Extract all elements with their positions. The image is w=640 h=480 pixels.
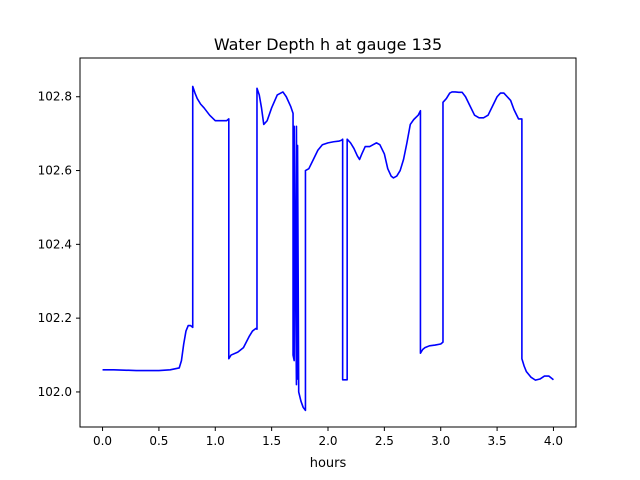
x-tick-label: 3.0 xyxy=(431,434,450,448)
x-tick-label: 2.5 xyxy=(375,434,394,448)
plot-frame xyxy=(79,57,577,428)
y-tick-label: 102.8 xyxy=(38,90,72,104)
x-tick-label: 4.0 xyxy=(544,434,563,448)
y-tick-label: 102.4 xyxy=(38,237,72,251)
chart-title: Water Depth h at gauge 135 xyxy=(214,35,442,54)
x-tick-label: 1.0 xyxy=(206,434,225,448)
x-tick-label: 1.5 xyxy=(262,434,281,448)
y-axis: 102.0 102.2 102.4 102.6 102.8 xyxy=(38,90,80,399)
y-tick-label: 102.0 xyxy=(38,385,72,399)
x-tick-label: 0.5 xyxy=(149,434,168,448)
x-tick-label: 3.5 xyxy=(488,434,507,448)
x-tick-label: 0.0 xyxy=(93,434,112,448)
plot-area xyxy=(102,85,554,412)
y-tick-label: 102.6 xyxy=(38,164,72,178)
x-axis-label: hours xyxy=(310,456,347,471)
y-tick-label: 102.2 xyxy=(38,311,72,325)
series-line-0 xyxy=(102,85,554,412)
x-tick-label: 2.0 xyxy=(318,434,337,448)
x-axis: 0.0 0.5 1.0 1.5 2.0 2.5 3.0 3.5 4.0 xyxy=(93,427,563,448)
